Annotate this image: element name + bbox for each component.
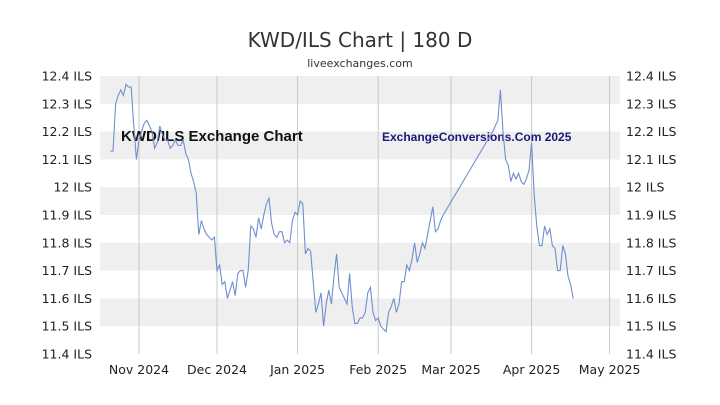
- y-axis-left: 12.4 ILS 12.3 ILS 12.2 ILS 12.1 ILS 12 ILS 11…: [42, 69, 92, 362]
- x-tick-label: Jan 2025: [269, 362, 325, 377]
- x-axis: Nov 2024 Dec 2024 Jan 2025 Feb 2025 Mar 2025…: [109, 362, 641, 377]
- y-tick-label-right: 11.8 ILS: [626, 235, 676, 250]
- watermark-left: KWD/ILS Exchange Chart: [121, 128, 303, 145]
- y-tick-label-right: 11.6 ILS: [626, 291, 676, 306]
- y-tick-label-right: 12.4 ILS: [626, 69, 676, 84]
- chart-title: KWD/ILS Chart | 180 D: [248, 28, 473, 52]
- series-line: [110, 83, 574, 334]
- grid-band: [100, 187, 620, 215]
- y-tick-label-right: 11.9 ILS: [626, 208, 676, 223]
- grid-band: [100, 242, 620, 271]
- y-tick-label-right: 11.4 ILS: [626, 347, 676, 362]
- y-tick-label-left: 11.9 ILS: [42, 208, 92, 223]
- y-axis-right: 12.4 ILS 12.3 ILS 12.2 ILS 12.1 ILS 12 ILS 11…: [626, 69, 676, 362]
- y-tick-label-right: 12.2 ILS: [626, 124, 676, 139]
- y-tick-label-left: 12.4 ILS: [42, 69, 92, 84]
- y-tick-label-left: 12 ILS: [54, 180, 93, 195]
- x-tick-label: Nov 2024: [109, 362, 169, 377]
- grid-bands: [100, 76, 620, 327]
- x-tick-label: Feb 2025: [349, 362, 407, 377]
- y-tick-label-left: 11.6 ILS: [42, 291, 92, 306]
- y-tick-label-right: 11.7 ILS: [626, 263, 676, 278]
- x-tick-label: Apr 2025: [503, 362, 560, 377]
- grid-band: [100, 76, 620, 104]
- y-tick-label-left: 12.2 ILS: [42, 124, 92, 139]
- y-tick-label-right: 12 ILS: [626, 180, 665, 195]
- grid-band: [100, 298, 620, 327]
- chart-subtitle: liveexchanges.com: [307, 57, 412, 70]
- y-tick-label-left: 11.5 ILS: [42, 319, 92, 334]
- x-tick-label: May 2025: [579, 362, 641, 377]
- y-tick-label-right: 12.3 ILS: [626, 96, 676, 111]
- y-tick-label-left: 12.3 ILS: [42, 96, 92, 111]
- watermark-right: ExchangeConversions.Com 2025: [382, 130, 572, 144]
- y-tick-label-left: 12.1 ILS: [42, 152, 92, 167]
- y-tick-label-left: 11.4 ILS: [42, 347, 92, 362]
- y-tick-label-left: 11.7 ILS: [42, 263, 92, 278]
- y-tick-label-right: 12.1 ILS: [626, 152, 676, 167]
- y-tick-label-left: 11.8 ILS: [42, 235, 92, 250]
- x-tick-label: Dec 2024: [187, 362, 247, 377]
- y-tick-label-right: 11.5 ILS: [626, 319, 676, 334]
- x-tick-label: Mar 2025: [421, 362, 480, 377]
